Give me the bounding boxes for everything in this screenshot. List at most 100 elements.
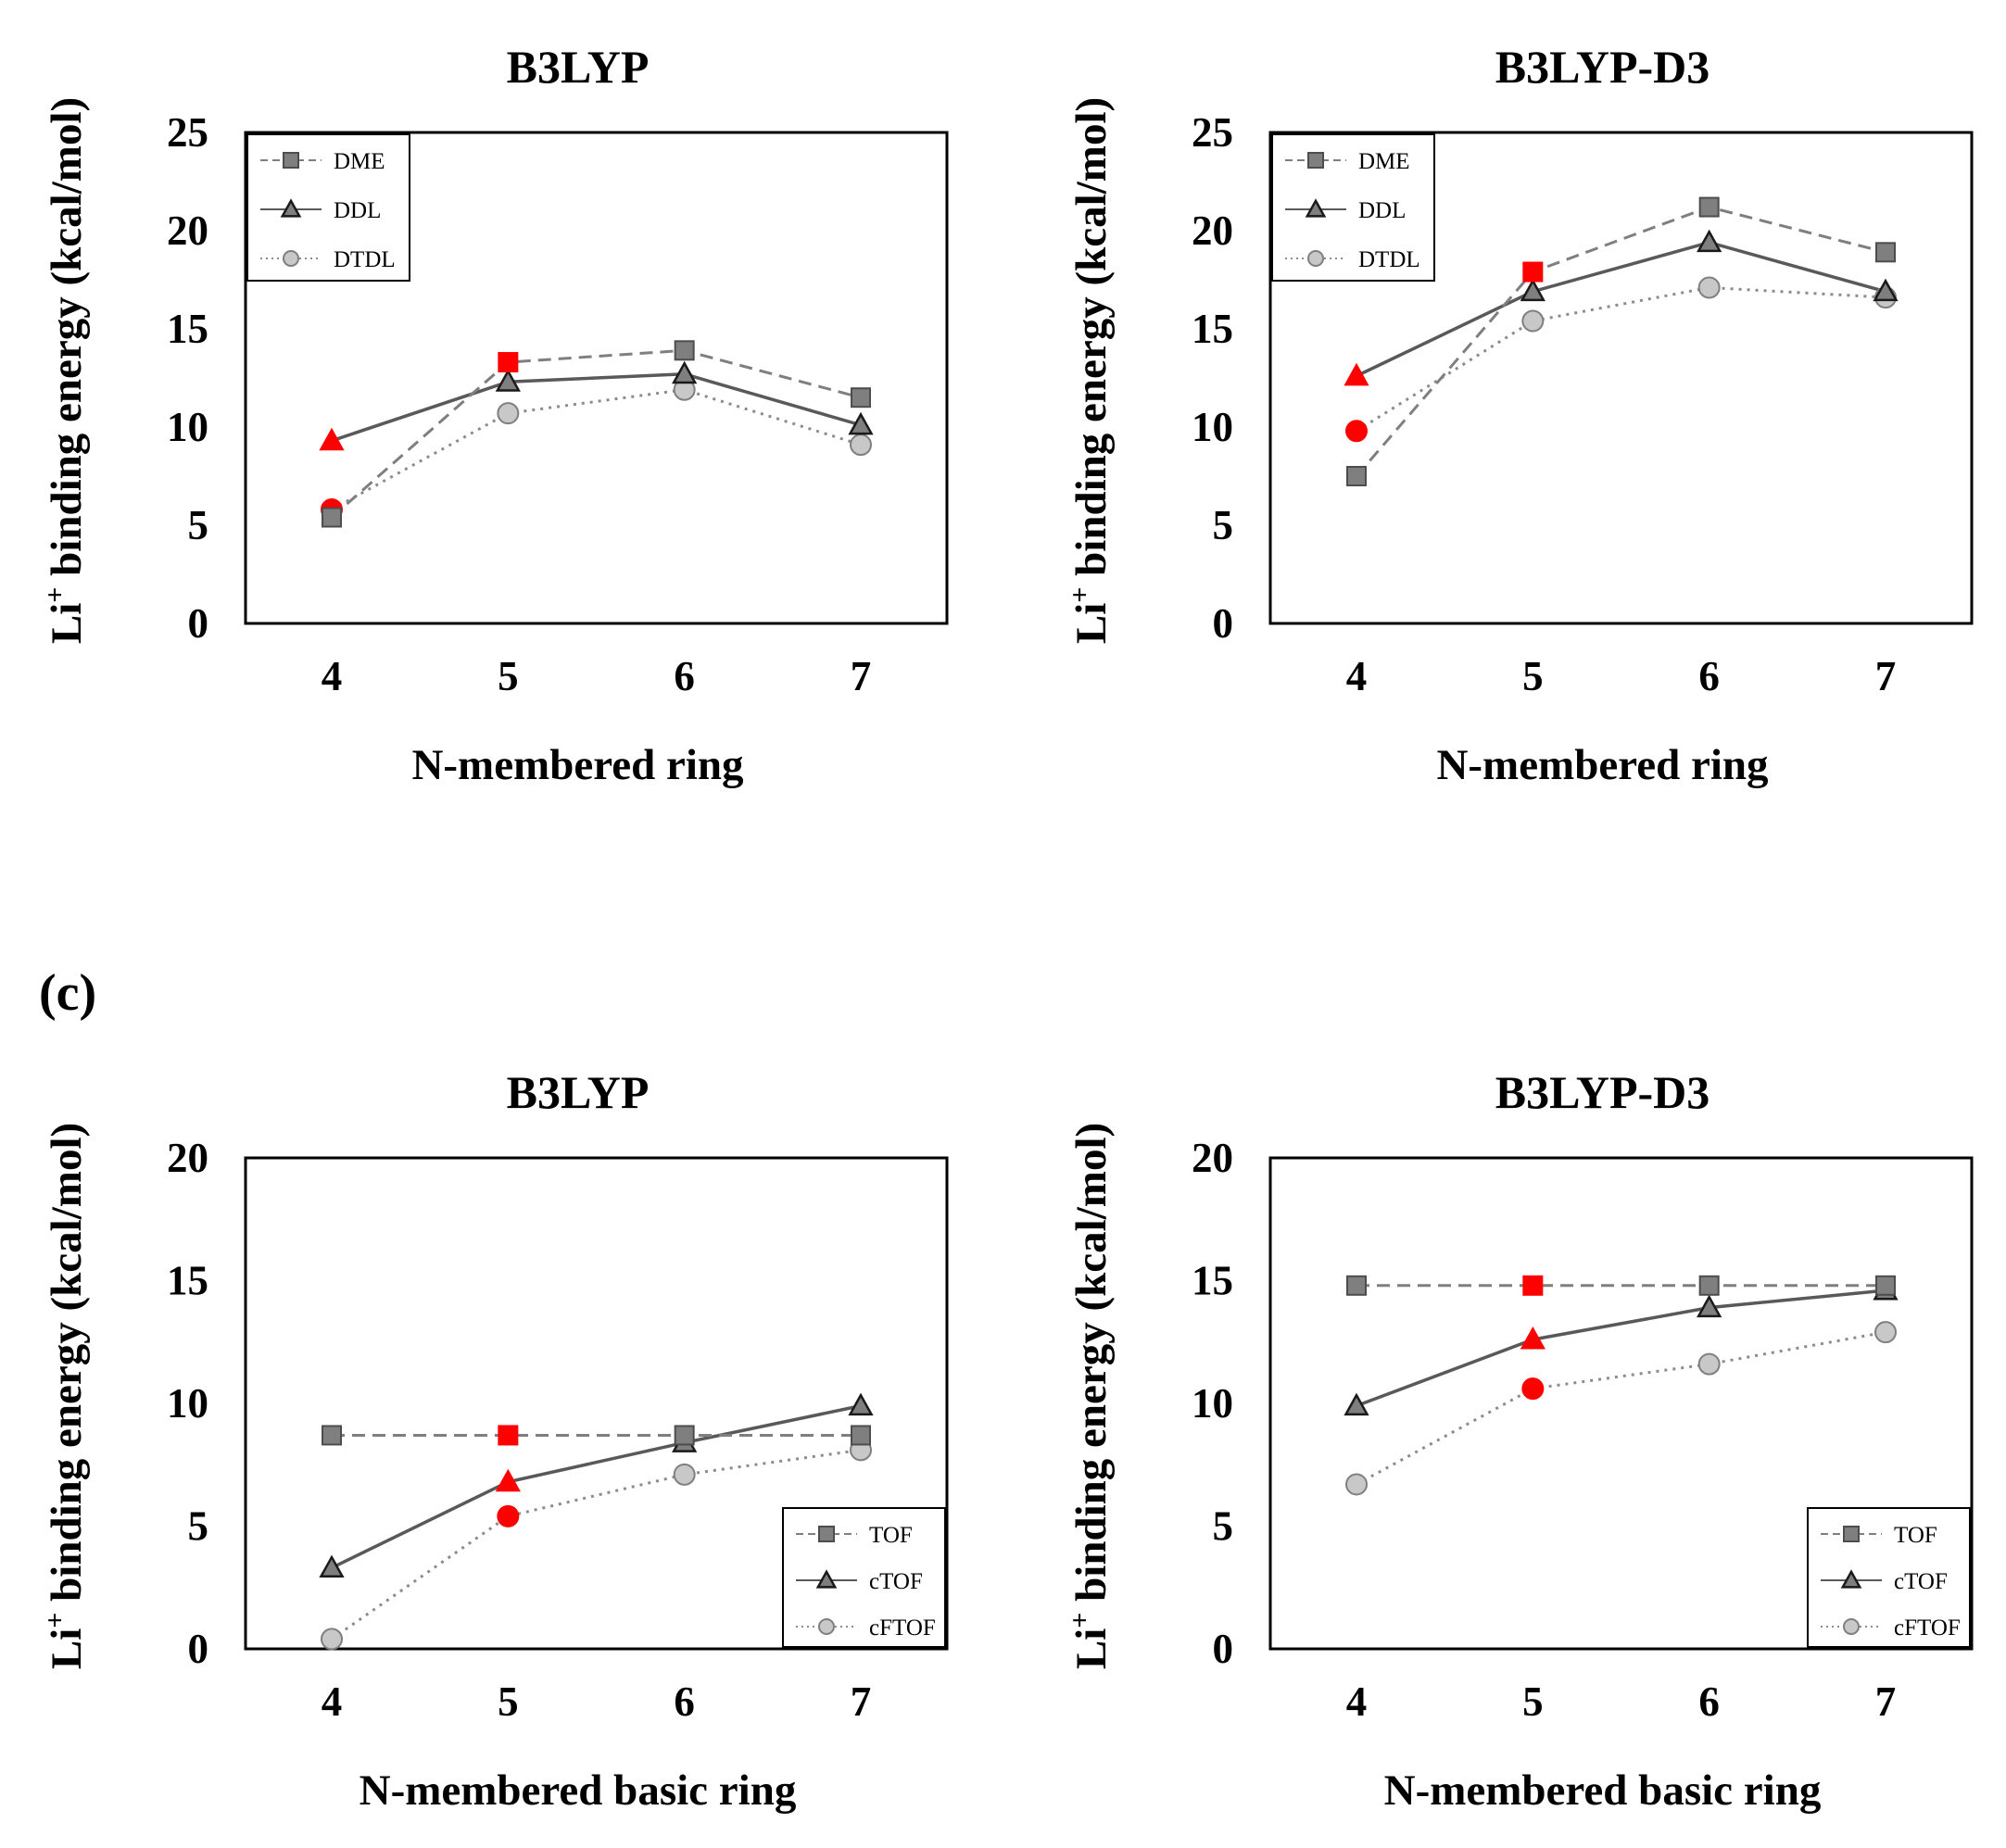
plot-frame <box>1268 1156 1974 1651</box>
y-tick-label: 25 <box>1192 109 1233 156</box>
y-tick-label: 15 <box>1192 1258 1233 1304</box>
x-axis-label: N-membered ring <box>411 741 744 789</box>
data-point-dme <box>1522 261 1544 283</box>
data-point-dtdl <box>497 402 520 425</box>
data-point-tof <box>1346 1275 1367 1296</box>
data-point-ctof <box>1344 1392 1369 1416</box>
y-axis-label-sup: + <box>1065 587 1095 603</box>
legend-label-tof: TOF <box>869 1523 913 1548</box>
legend-label-ctof: cTOF <box>1894 1569 1948 1594</box>
series-line-dtdl <box>331 388 862 511</box>
data-point-dme <box>498 352 519 373</box>
data-point-cftof <box>497 1504 520 1527</box>
data-point-ddl <box>1344 362 1369 386</box>
series-line-ctof <box>331 1403 862 1570</box>
x-tick-label: 7 <box>851 653 872 699</box>
y-axis-label-rest: binding energy (kcal/mol) <box>43 97 91 587</box>
x-tick-label: 5 <box>1522 653 1544 699</box>
x-axis-label: N-membered basic ring <box>360 1766 797 1815</box>
legend-label-dme: DME <box>1358 149 1410 174</box>
legend-label-cftof: cFTOF <box>869 1615 936 1641</box>
y-tick-label: 0 <box>1213 1626 1234 1672</box>
y-axis-label-main: Li <box>43 603 91 644</box>
plot-frame <box>244 1156 949 1651</box>
data-point-ctof <box>319 1554 345 1578</box>
x-tick-label: 4 <box>322 1678 343 1725</box>
chart-4: B3LYP-D3 0 5 10 15 20 4 5 6 7 N-membered basic rin… <box>1065 1066 1974 1815</box>
y-tick-label: 5 <box>188 502 209 548</box>
x-axis-label: N-membered ring <box>1436 741 1769 789</box>
series-line-ctof <box>1356 1289 1886 1408</box>
x-tick-label: 6 <box>674 653 695 699</box>
legend-label-ddl: DDL <box>334 198 381 223</box>
legend-marker-tof <box>1843 1526 1860 1542</box>
legend-label-dtdl: DTDL <box>334 247 396 272</box>
legend: TOF cTOF cFTOF <box>782 1507 946 1648</box>
data-point-ddl <box>672 360 698 384</box>
chart-3: B3LYP 0 5 10 15 20 4 5 6 7 N-membered basic ring Li… <box>40 1066 949 1815</box>
y-tick-label: 15 <box>167 306 208 352</box>
legend-marker-ctof <box>1840 1569 1862 1589</box>
x-tick-label: 5 <box>498 653 519 699</box>
data-point-tof <box>1522 1275 1544 1296</box>
y-tick-label: 20 <box>1192 1135 1233 1181</box>
chart-title: B3LYP-D3 <box>1495 1066 1710 1118</box>
legend-box <box>246 133 410 282</box>
x-tick-label: 4 <box>1346 653 1368 699</box>
y-axis-label: Li+ binding energy (kcal/mol) <box>40 1123 91 1669</box>
legend-marker-ddl <box>1305 198 1327 218</box>
series-line-dme <box>331 348 862 519</box>
plot-frame <box>1268 131 1974 625</box>
legend-box <box>782 1507 946 1648</box>
data-point-dme <box>1875 242 1896 263</box>
series-line-dme <box>1355 205 1886 477</box>
data-point-dtdl <box>1345 420 1368 443</box>
y-tick-label: 15 <box>1192 306 1233 352</box>
data-point-dme <box>1698 196 1720 218</box>
data-point-ctof <box>1697 1294 1722 1318</box>
x-tick-label: 6 <box>1698 1678 1720 1725</box>
y-tick-label: 0 <box>188 600 209 647</box>
y-tick-label: 25 <box>167 109 208 156</box>
y-tick-label: 0 <box>188 1626 209 1672</box>
legend-box <box>1807 1507 1971 1648</box>
legend-marker-dme <box>1307 152 1324 169</box>
data-point-ddl <box>319 427 345 451</box>
y-tick-label: 10 <box>167 1380 208 1427</box>
y-tick-label: 5 <box>1213 502 1234 548</box>
data-point-ddl <box>1697 229 1722 253</box>
y-tick-label: 20 <box>167 207 208 254</box>
x-tick-label: 6 <box>674 1678 695 1725</box>
legend: TOF cTOF cFTOF <box>1807 1507 1971 1648</box>
data-point-cftof <box>321 1628 343 1651</box>
x-tick-label: 7 <box>1875 1678 1897 1725</box>
y-axis-label: Li+ binding energy (kcal/mol) <box>1065 97 1116 644</box>
data-point-dme <box>322 507 342 528</box>
x-tick-label: 4 <box>1346 1678 1368 1725</box>
legend-marker-dtdl <box>1307 250 1324 267</box>
legend-marker-cftof <box>818 1618 835 1635</box>
plot-frame <box>244 131 949 625</box>
data-point-tof <box>1875 1275 1896 1296</box>
data-point-dtdl <box>1697 276 1721 299</box>
y-tick-label: 0 <box>1213 600 1234 647</box>
y-axis-label-main: Li <box>1067 1628 1116 1669</box>
data-point-dme <box>1346 466 1367 486</box>
chart-1: B3LYP 0 5 10 15 20 25 4 5 6 7 N-membered ring Li+ bi… <box>40 41 949 789</box>
legend-label-ctof: cTOF <box>869 1569 923 1594</box>
data-point-ddl <box>1520 278 1546 302</box>
legend-label-tof: TOF <box>1894 1523 1937 1548</box>
series-line-cftof <box>331 1448 862 1641</box>
data-point-tof <box>851 1425 871 1446</box>
data-point-ddl <box>495 369 521 392</box>
data-point-tof <box>322 1425 342 1446</box>
legend-marker-dtdl <box>283 250 299 267</box>
data-point-ddl <box>1873 278 1899 302</box>
y-tick-label: 10 <box>167 404 208 450</box>
legend-marker-dme <box>283 152 299 169</box>
data-point-dtdl <box>850 434 872 457</box>
legend: DME DDL DTDL <box>1271 133 1435 282</box>
data-point-dme <box>851 387 871 409</box>
series-line-dtdl <box>1356 285 1886 433</box>
